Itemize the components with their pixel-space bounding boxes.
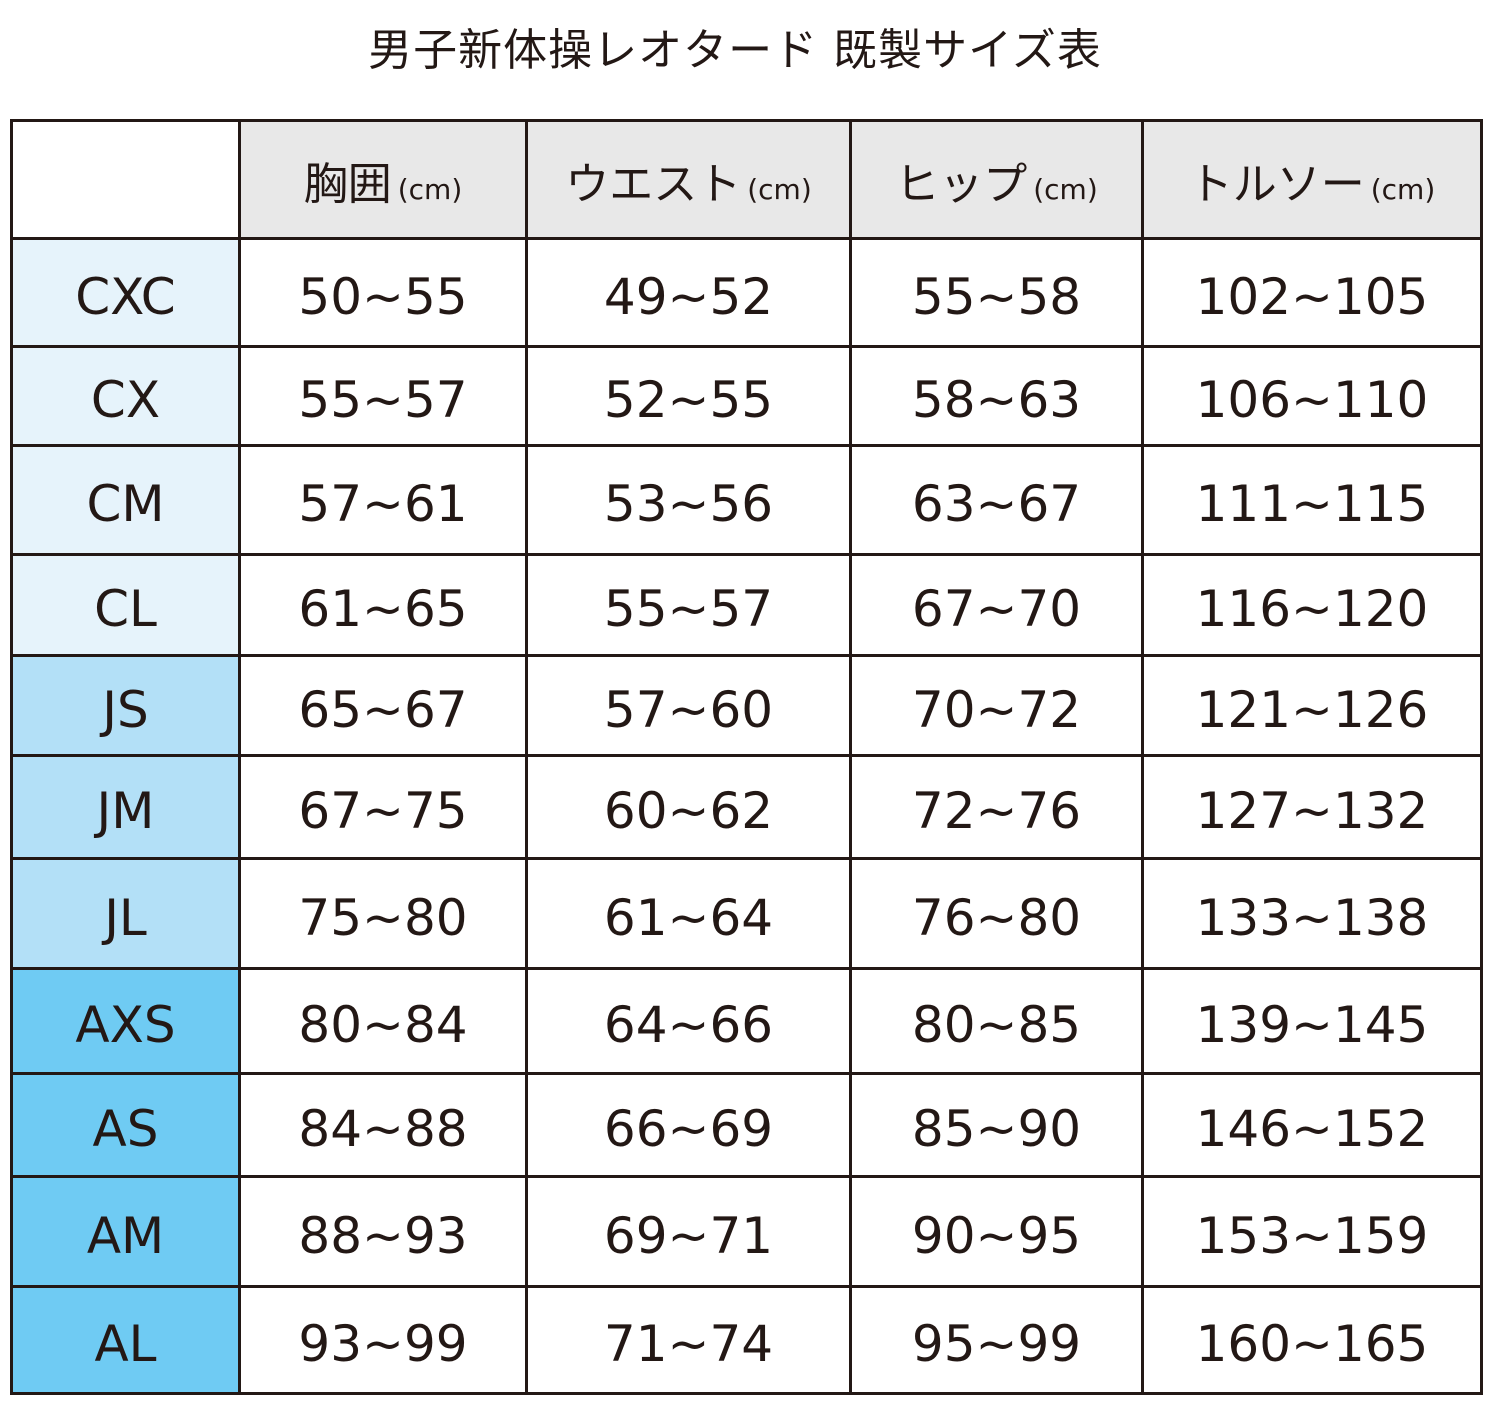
measurement-cell: 52~55: [525, 345, 852, 447]
size-label-cell: AXS: [10, 967, 241, 1075]
column-header-hip: ヒップ (cm): [849, 119, 1144, 240]
measurement-cell: 50~55: [238, 237, 528, 348]
measurement-cell: 67~75: [238, 754, 528, 860]
measurement-cell: 80~84: [238, 967, 528, 1075]
measurement-cell: 80~85: [849, 967, 1144, 1075]
measurement-cell: 69~71: [525, 1175, 852, 1288]
corner-cell: [10, 119, 241, 240]
column-unit: (cm): [397, 172, 463, 206]
measurement-cell: 65~67: [238, 654, 528, 757]
size-table: 胸囲 (cm) ウエスト (cm) ヒップ (cm) トルソー (cm) CXC 50~5…: [10, 119, 1483, 1395]
size-label-cell: AL: [10, 1285, 241, 1395]
header-row: 胸囲 (cm) ウエスト (cm) ヒップ (cm) トルソー (cm): [10, 119, 1483, 240]
column-header-waist: ウエスト (cm): [525, 119, 852, 240]
table-row: CL 61~65 55~57 67~70 116~120: [10, 553, 1483, 657]
size-label-cell: JM: [10, 754, 241, 860]
table-row: CXC 50~55 49~52 55~58 102~105: [10, 237, 1483, 348]
table-row: JL 75~80 61~64 76~80 133~138: [10, 857, 1483, 970]
column-unit: (cm): [1370, 172, 1436, 206]
measurement-cell: 102~105: [1141, 237, 1483, 348]
measurement-cell: 66~69: [525, 1072, 852, 1178]
measurement-cell: 55~57: [525, 553, 852, 657]
measurement-cell: 71~74: [525, 1285, 852, 1395]
measurement-cell: 139~145: [1141, 967, 1483, 1075]
table-row: AXS 80~84 64~66 80~85 139~145: [10, 967, 1483, 1075]
size-label-cell: JL: [10, 857, 241, 970]
measurement-cell: 93~99: [238, 1285, 528, 1395]
measurement-cell: 121~126: [1141, 654, 1483, 757]
measurement-cell: 84~88: [238, 1072, 528, 1178]
table-row: CM 57~61 53~56 63~67 111~115: [10, 444, 1483, 556]
size-label-cell: AM: [10, 1175, 241, 1288]
measurement-cell: 57~61: [238, 444, 528, 556]
column-header-chest: 胸囲 (cm): [238, 119, 528, 240]
measurement-cell: 88~93: [238, 1175, 528, 1288]
measurement-cell: 72~76: [849, 754, 1144, 860]
measurement-cell: 106~110: [1141, 345, 1483, 447]
measurement-cell: 55~58: [849, 237, 1144, 348]
column-unit: (cm): [1033, 172, 1098, 206]
measurement-cell: 95~99: [849, 1285, 1144, 1395]
size-label-cell: CX: [10, 345, 241, 447]
size-label-cell: CL: [10, 553, 241, 657]
measurement-cell: 55~57: [238, 345, 528, 447]
measurement-cell: 61~64: [525, 857, 852, 970]
measurement-cell: 70~72: [849, 654, 1144, 757]
measurement-cell: 64~66: [525, 967, 852, 1075]
table-row: JS 65~67 57~60 70~72 121~126: [10, 654, 1483, 757]
column-label: 胸囲: [303, 158, 392, 210]
measurement-cell: 60~62: [525, 754, 852, 860]
measurement-cell: 146~152: [1141, 1072, 1483, 1178]
table-row: JM 67~75 60~62 72~76 127~132: [10, 754, 1483, 860]
table-row: CX 55~57 52~55 58~63 106~110: [10, 345, 1483, 447]
measurement-cell: 153~159: [1141, 1175, 1483, 1288]
measurement-cell: 160~165: [1141, 1285, 1483, 1395]
size-label-cell: AS: [10, 1072, 241, 1178]
measurement-cell: 67~70: [849, 553, 1144, 657]
measurement-cell: 90~95: [849, 1175, 1144, 1288]
measurement-cell: 53~56: [525, 444, 852, 556]
measurement-cell: 85~90: [849, 1072, 1144, 1178]
size-label-cell: CM: [10, 444, 241, 556]
measurement-cell: 49~52: [525, 237, 852, 348]
table-row: AL 93~99 71~74 95~99 160~165: [10, 1285, 1483, 1395]
column-header-torso: トルソー (cm): [1141, 119, 1483, 240]
column-label: ウエスト: [565, 158, 742, 210]
measurement-cell: 61~65: [238, 553, 528, 657]
column-unit: (cm): [747, 172, 812, 206]
measurement-cell: 116~120: [1141, 553, 1483, 657]
page-title: 男子新体操レオタード 既製サイズ表: [368, 25, 1102, 76]
measurement-cell: 76~80: [849, 857, 1144, 970]
measurement-cell: 111~115: [1141, 444, 1483, 556]
column-label: ヒップ: [895, 158, 1028, 210]
size-label-cell: CXC: [10, 237, 241, 348]
measurement-cell: 63~67: [849, 444, 1144, 556]
column-label: トルソー: [1188, 158, 1365, 210]
measurement-cell: 127~132: [1141, 754, 1483, 860]
size-label-cell: JS: [10, 654, 241, 757]
table-row: AM 88~93 69~71 90~95 153~159: [10, 1175, 1483, 1288]
measurement-cell: 58~63: [849, 345, 1144, 447]
measurement-cell: 75~80: [238, 857, 528, 970]
table-row: AS 84~88 66~69 85~90 146~152: [10, 1072, 1483, 1178]
measurement-cell: 57~60: [525, 654, 852, 757]
measurement-cell: 133~138: [1141, 857, 1483, 970]
